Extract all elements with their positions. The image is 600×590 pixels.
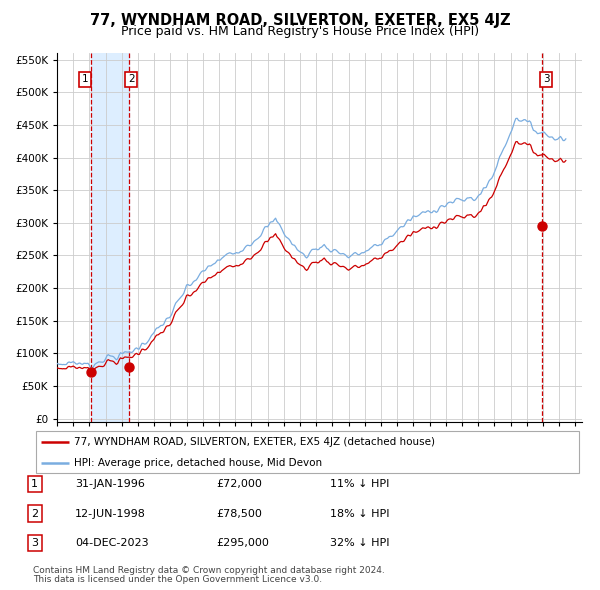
Text: 2: 2 xyxy=(128,74,134,84)
Text: 3: 3 xyxy=(31,538,38,548)
Text: 1: 1 xyxy=(31,479,38,489)
Text: HPI: Average price, detached house, Mid Devon: HPI: Average price, detached house, Mid … xyxy=(74,458,322,468)
Text: Contains HM Land Registry data © Crown copyright and database right 2024.: Contains HM Land Registry data © Crown c… xyxy=(33,566,385,575)
Text: 12-JUN-1998: 12-JUN-1998 xyxy=(75,509,146,519)
Text: 04-DEC-2023: 04-DEC-2023 xyxy=(75,538,149,548)
Text: £78,500: £78,500 xyxy=(216,509,262,519)
FancyBboxPatch shape xyxy=(36,431,579,473)
Text: 3: 3 xyxy=(543,74,550,84)
Text: Price paid vs. HM Land Registry's House Price Index (HPI): Price paid vs. HM Land Registry's House … xyxy=(121,25,479,38)
Text: This data is licensed under the Open Government Licence v3.0.: This data is licensed under the Open Gov… xyxy=(33,575,322,584)
Text: 77, WYNDHAM ROAD, SILVERTON, EXETER, EX5 4JZ (detached house): 77, WYNDHAM ROAD, SILVERTON, EXETER, EX5… xyxy=(74,437,435,447)
Text: 18% ↓ HPI: 18% ↓ HPI xyxy=(330,509,389,519)
Text: 31-JAN-1996: 31-JAN-1996 xyxy=(75,479,145,489)
Text: 11% ↓ HPI: 11% ↓ HPI xyxy=(330,479,389,489)
Text: 32% ↓ HPI: 32% ↓ HPI xyxy=(330,538,389,548)
Bar xyxy=(91,53,129,422)
Text: 1: 1 xyxy=(82,74,89,84)
Text: 2: 2 xyxy=(31,509,38,519)
Text: £72,000: £72,000 xyxy=(216,479,262,489)
Text: £295,000: £295,000 xyxy=(216,538,269,548)
Text: 77, WYNDHAM ROAD, SILVERTON, EXETER, EX5 4JZ: 77, WYNDHAM ROAD, SILVERTON, EXETER, EX5… xyxy=(89,13,511,28)
